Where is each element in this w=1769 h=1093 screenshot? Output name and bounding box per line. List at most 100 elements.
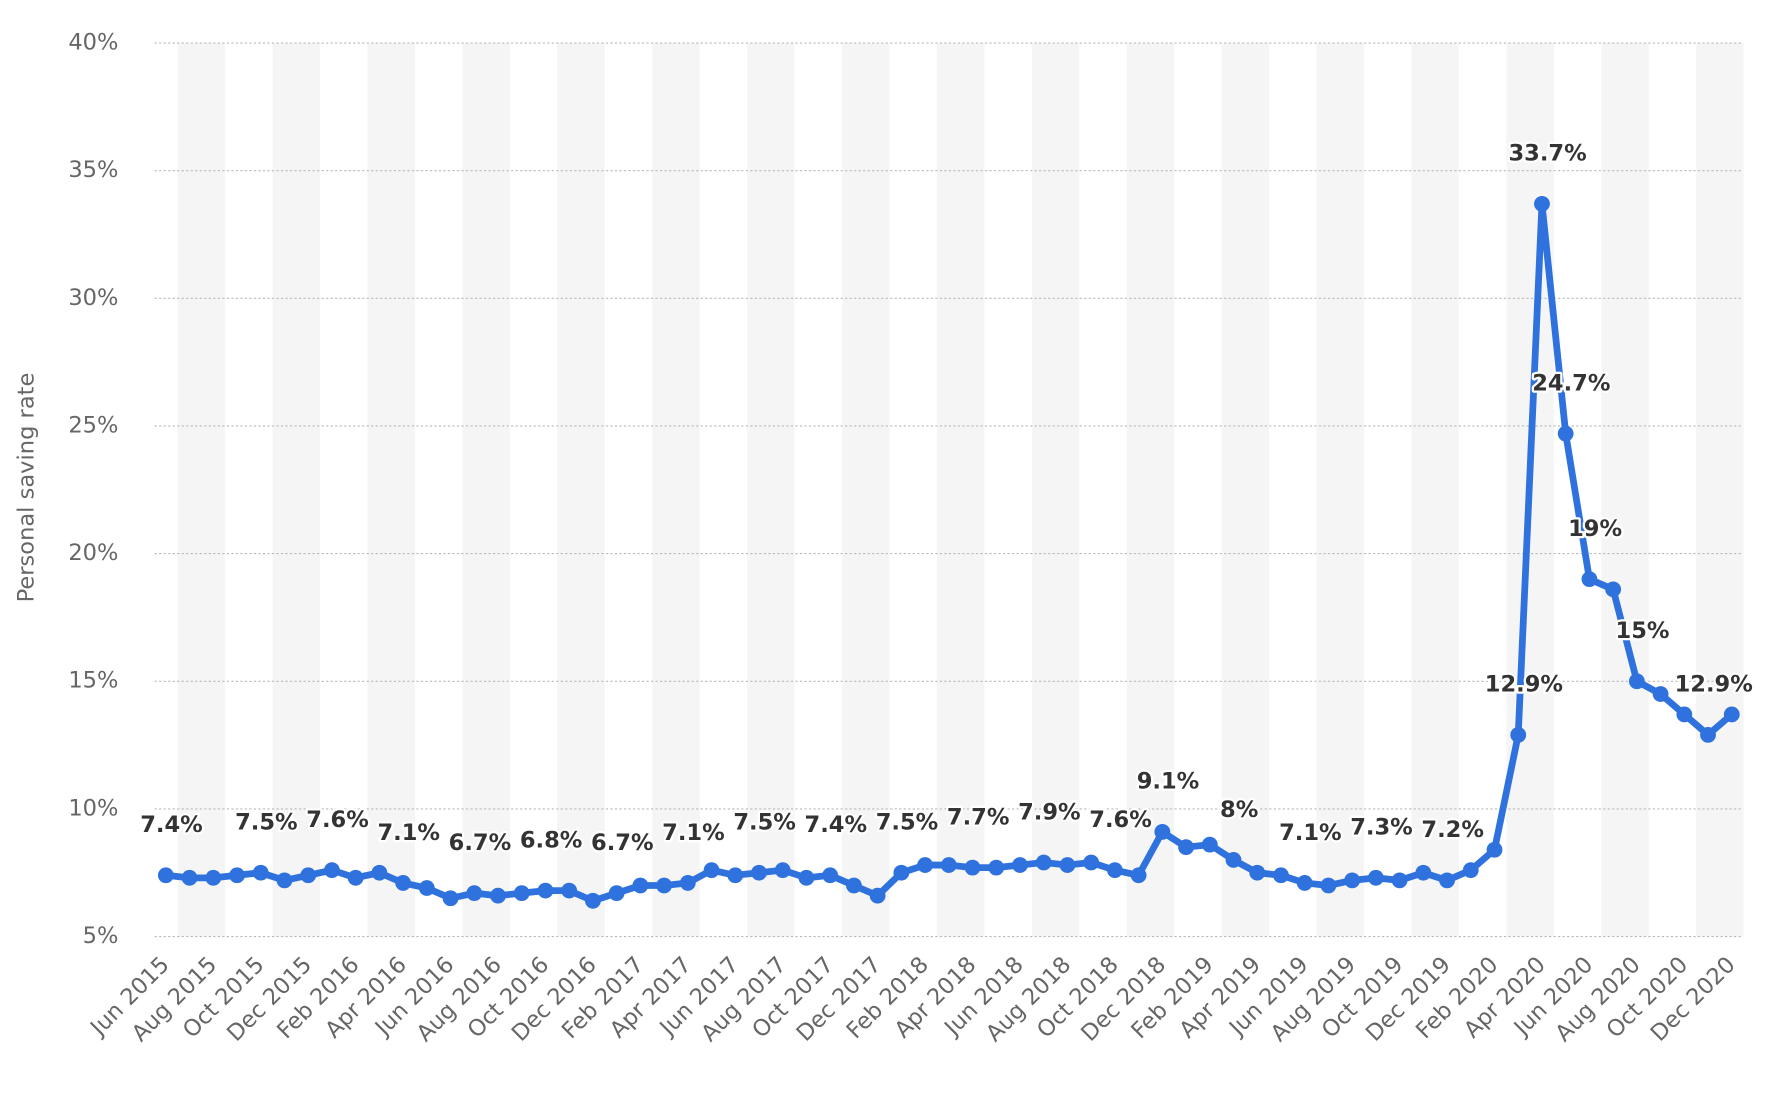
data-point (1083, 854, 1100, 871)
data-label: 12.9% (1675, 672, 1753, 698)
data-point (893, 864, 910, 881)
data-point (1012, 857, 1028, 873)
data-point (1700, 726, 1716, 743)
data-point (774, 862, 791, 879)
data-label: 7.7% (947, 804, 1010, 830)
data-point (585, 892, 601, 909)
data-label: 7.6% (306, 807, 369, 833)
data-point (205, 869, 222, 886)
y-tick-label: 5% (83, 923, 119, 949)
data-label: 8% (1220, 797, 1258, 823)
data-point (608, 885, 625, 902)
data-point (1652, 686, 1669, 702)
data-point (1059, 857, 1076, 873)
data-point (1035, 854, 1052, 871)
data-point (1723, 706, 1740, 723)
data-point (1439, 872, 1455, 889)
band-stripe (177, 43, 226, 937)
data-point (1676, 706, 1693, 723)
data-label: 7.5% (733, 810, 796, 836)
data-point (276, 872, 293, 889)
data-point (442, 890, 459, 907)
data-label: 6.7% (449, 830, 512, 856)
y-tick-label: 35% (68, 157, 118, 183)
data-label: 19% (1568, 516, 1622, 542)
data-point (229, 867, 245, 884)
band-stripe (1126, 43, 1175, 937)
y-axis-label: Personal saving rate (14, 373, 40, 603)
data-point (869, 887, 886, 904)
data-point (1510, 726, 1527, 743)
y-tick-label: 25% (68, 412, 118, 438)
data-point (1557, 425, 1574, 442)
data-label: 7.1% (377, 820, 440, 846)
data-label: 7.2% (1421, 817, 1484, 843)
band-stripe (1696, 43, 1744, 937)
data-point (1391, 872, 1408, 889)
band-stripe (1221, 43, 1270, 937)
data-point (252, 864, 269, 881)
data-point (300, 867, 317, 884)
data-point (418, 880, 435, 896)
data-point (1462, 862, 1479, 879)
data-point (656, 877, 672, 894)
data-label: 7.1% (1279, 820, 1342, 846)
band-stripe (1031, 43, 1080, 937)
data-point (324, 862, 340, 879)
band-stripe (1601, 43, 1649, 937)
band-stripe (652, 43, 700, 937)
data-point (347, 869, 364, 886)
data-label: 7.4% (805, 812, 868, 838)
data-point (1249, 864, 1266, 881)
data-point (537, 882, 554, 899)
band-stripe (557, 43, 605, 937)
data-label: 7.4% (140, 812, 203, 838)
data-point (632, 877, 649, 894)
data-label: 12.9% (1485, 672, 1563, 698)
data-point (1486, 841, 1503, 858)
data-label: 7.9% (1018, 799, 1081, 825)
band-stripe (1316, 43, 1365, 937)
y-tick-label: 40% (68, 30, 118, 56)
y-tick-label: 30% (68, 285, 118, 311)
data-point (181, 869, 198, 886)
data-point (1605, 581, 1622, 598)
band-stripe (462, 43, 510, 937)
data-point (1225, 852, 1242, 868)
data-point (395, 875, 412, 891)
y-tick-label: 15% (68, 668, 118, 694)
band-stripe (936, 43, 985, 937)
data-label: 6.7% (591, 830, 654, 856)
data-point (988, 859, 1005, 876)
data-point (371, 864, 388, 881)
band-stripe (1411, 43, 1459, 937)
data-label: 24.7% (1532, 370, 1610, 396)
data-point (1581, 571, 1598, 588)
data-point (846, 877, 862, 894)
data-point (1534, 195, 1550, 212)
band-stripe (367, 43, 415, 937)
data-point (1296, 875, 1313, 891)
data-label: 33.7% (1508, 141, 1586, 167)
data-point (751, 864, 767, 881)
y-tick-label: 20% (68, 540, 118, 566)
data-point (1178, 839, 1194, 856)
data-label: 7.1% (662, 820, 725, 846)
data-point (466, 885, 483, 902)
data-label: 7.6% (1089, 807, 1152, 833)
data-point (1367, 869, 1384, 886)
data-label: 9.1% (1137, 769, 1200, 795)
data-label: 6.8% (520, 827, 583, 853)
data-point (727, 867, 744, 884)
data-point (513, 885, 530, 902)
data-point (1415, 864, 1432, 881)
data-point (561, 882, 578, 899)
band-stripe (747, 43, 795, 937)
data-point (1344, 872, 1361, 889)
data-point (1320, 877, 1337, 894)
data-point (940, 857, 957, 873)
data-point (1130, 867, 1147, 884)
y-tick-label: 10% (68, 795, 118, 821)
data-point (917, 857, 933, 873)
